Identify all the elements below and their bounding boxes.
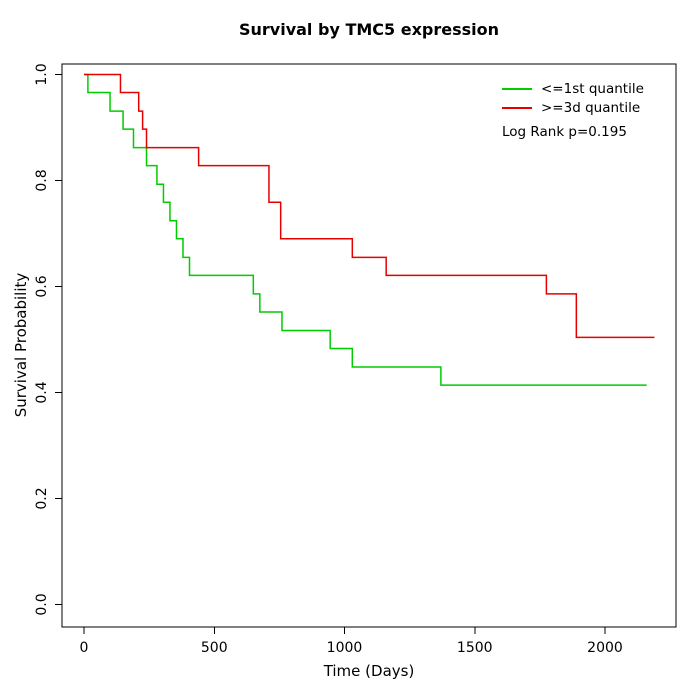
x-tick-label: 2000 (587, 640, 623, 656)
x-tick-label: 1000 (327, 640, 363, 656)
y-tick-label: 0.0 (34, 593, 50, 615)
legend-item-high: >=3d quantile (502, 98, 644, 117)
legend-line-red-icon (502, 106, 532, 109)
series-path-0 (84, 73, 647, 386)
x-tick-label: 1500 (457, 640, 493, 656)
y-tick-label: 0.8 (34, 169, 50, 191)
legend-label-low: <=1st quantile (541, 80, 644, 97)
y-tick-label: 0.6 (34, 275, 50, 297)
x-axis-label: Time (Days) (323, 662, 415, 680)
legend-item-low: <=1st quantile (502, 79, 644, 98)
y-tick-label: 1.0 (34, 63, 50, 85)
plot-box (61, 63, 677, 628)
legend-line-green-icon (502, 87, 532, 90)
legend-label-high: >=3d quantile (541, 99, 641, 116)
x-tick-label: 500 (201, 640, 228, 656)
chart-title: Survival by TMC5 expression (238, 20, 499, 39)
y-axis-label: Survival Probability (12, 272, 30, 418)
y-tick-label: 0.2 (34, 487, 50, 509)
y-tick-label: 0.4 (34, 381, 50, 403)
x-tick-label: 0 (80, 640, 89, 656)
legend: <=1st quantile >=3d quantile Log Rank p=… (502, 79, 644, 140)
series-path-1 (84, 73, 655, 339)
logrank-pvalue: Log Rank p=0.195 (502, 124, 627, 140)
